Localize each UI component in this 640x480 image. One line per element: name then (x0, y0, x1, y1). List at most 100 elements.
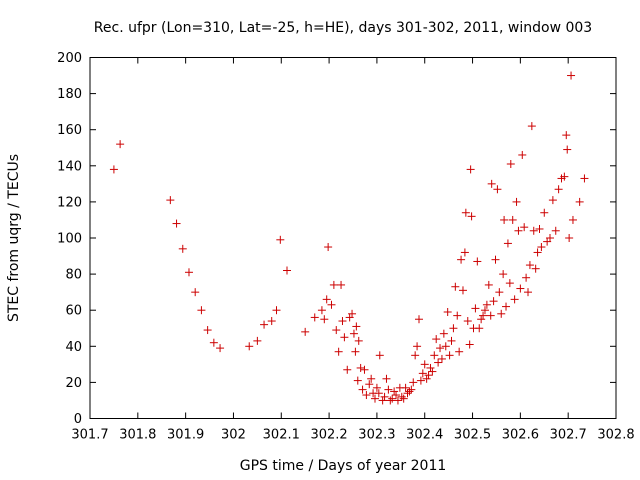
data-point (457, 255, 466, 264)
x-tick-label: 302.6 (502, 428, 539, 443)
data-point (332, 326, 341, 335)
x-tick-label: 301.8 (119, 428, 156, 443)
data-point (358, 385, 367, 394)
data-point (516, 284, 525, 293)
data-point (362, 391, 371, 400)
y-tick-label: 0 (74, 412, 82, 427)
data-point (493, 185, 502, 194)
data-point (439, 329, 448, 338)
data-point (500, 215, 509, 224)
data-point (580, 174, 589, 183)
data-point (245, 342, 254, 351)
data-point (575, 197, 584, 206)
data-point (546, 234, 555, 242)
data-point (378, 396, 387, 405)
data-point (337, 280, 346, 289)
data-point (209, 338, 218, 347)
data-point (365, 380, 374, 389)
data-point (447, 336, 456, 345)
data-point (384, 385, 393, 394)
data-point (495, 288, 504, 297)
data-point (372, 383, 381, 392)
data-point (109, 165, 118, 174)
plot-frame (89, 57, 617, 419)
data-point (382, 374, 391, 383)
data-point (272, 306, 281, 315)
data-point (216, 344, 225, 353)
data-point (525, 261, 534, 270)
data-point (482, 300, 491, 309)
data-point (529, 226, 538, 235)
data-point (506, 159, 515, 168)
x-tick-label: 302 (221, 428, 246, 443)
x-tick-label: 301.7 (71, 428, 108, 443)
x-tick-label: 302.5 (454, 428, 491, 443)
data-point (276, 235, 285, 244)
data-point (424, 371, 433, 380)
data-point (563, 145, 572, 154)
data-point (348, 309, 357, 318)
x-tick-label: 302.2 (310, 428, 347, 443)
data-point (527, 122, 536, 131)
data-point (565, 234, 574, 242)
data-point (388, 394, 397, 403)
data-point (484, 280, 493, 289)
data-point (403, 389, 412, 398)
data-point (352, 322, 361, 331)
data-point (399, 394, 408, 403)
data-point (283, 266, 292, 275)
data-point (338, 317, 347, 326)
data-point (486, 311, 495, 320)
data-point (203, 326, 212, 335)
data-point (178, 244, 187, 253)
data-point (502, 302, 511, 311)
data-point (418, 369, 427, 378)
data-point (487, 179, 496, 188)
data-point (392, 391, 401, 400)
data-points (109, 71, 589, 405)
data-point (473, 257, 482, 266)
data-point (443, 308, 452, 317)
data-point (426, 363, 435, 372)
y-tick-label: 120 (57, 195, 82, 210)
data-point (184, 268, 193, 277)
data-point (554, 185, 563, 194)
data-point (551, 226, 560, 235)
data-point (467, 212, 476, 221)
data-point (422, 374, 431, 383)
data-point (329, 280, 338, 289)
data-point (437, 354, 446, 363)
data-point (197, 306, 206, 315)
data-point (375, 351, 384, 360)
data-point (499, 270, 508, 279)
data-point (116, 140, 125, 149)
data-point (322, 295, 331, 304)
data-point (267, 317, 276, 326)
data-point (455, 347, 464, 356)
data-point (386, 396, 395, 405)
data-point (480, 306, 489, 315)
data-point (390, 387, 399, 396)
data-point (367, 374, 376, 383)
y-tick-label: 140 (57, 159, 82, 174)
x-tick-label: 302.8 (597, 428, 634, 443)
y-tick-label: 80 (65, 268, 82, 283)
chart-title: Rec. ufpr (Lon=310, Lat=-25, h=HE), days… (94, 20, 592, 36)
data-point (324, 243, 333, 252)
data-point (409, 378, 418, 387)
data-point (416, 376, 425, 385)
data-point (568, 215, 577, 224)
data-point (430, 351, 439, 360)
data-point (351, 347, 360, 356)
data-point (334, 347, 343, 356)
data-point (343, 365, 352, 374)
data-point (535, 224, 544, 233)
data-point (471, 304, 480, 313)
data-point (489, 297, 498, 306)
data-point (393, 396, 402, 405)
data-point (465, 340, 474, 349)
y-tick-label: 100 (57, 232, 82, 247)
data-point (522, 273, 531, 282)
data-point (453, 311, 462, 320)
data-point (166, 196, 175, 205)
